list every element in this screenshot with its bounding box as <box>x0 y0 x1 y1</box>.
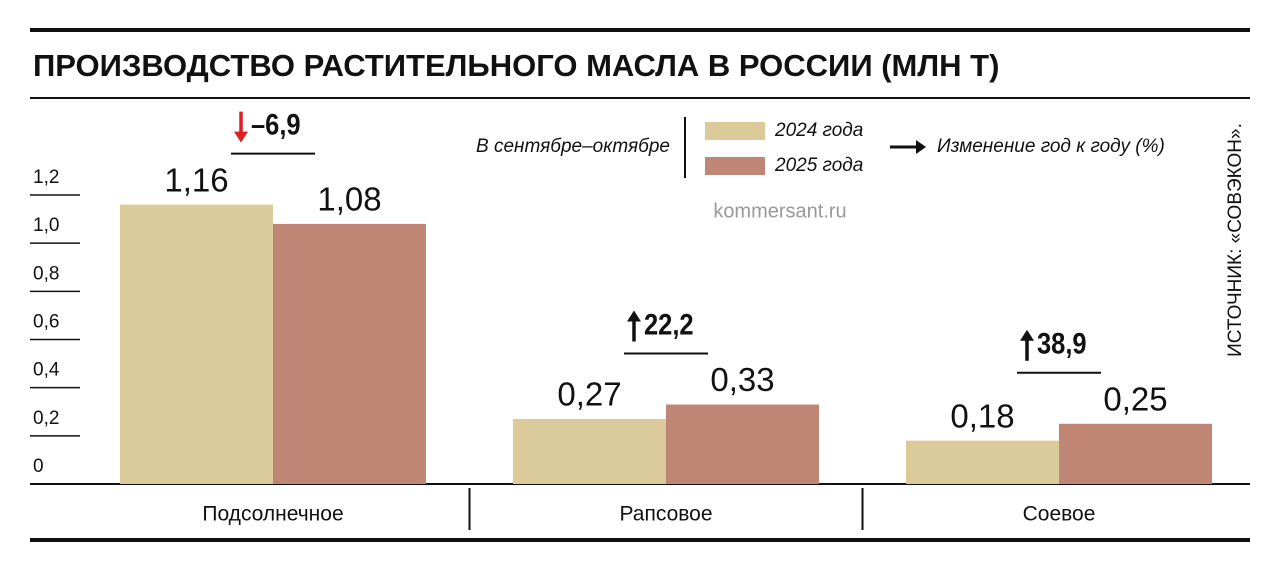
bar <box>513 418 666 484</box>
chart-title: ПРОИЗВОДСТВО РАСТИТЕЛЬНОГО МАСЛА В РОССИ… <box>33 48 999 83</box>
title-rule <box>30 97 1250 99</box>
legend-swatch <box>705 122 765 140</box>
legend-label: 2025 года <box>774 155 863 176</box>
y-tick-label: 0,8 <box>33 263 59 284</box>
bar <box>273 223 426 484</box>
x-tick-label: Рапсовое <box>619 503 712 526</box>
y-tick-label: 0,6 <box>33 312 59 333</box>
legend-swatch <box>705 157 765 175</box>
change-arrowhead <box>627 310 641 322</box>
bar <box>120 204 273 484</box>
x-tick-label: Соевое <box>1023 503 1096 526</box>
bottom-rule <box>30 538 1250 542</box>
y-tick-label: 0,4 <box>33 360 60 381</box>
change-note: Изменение год к году (%) <box>937 136 1165 157</box>
y-tick-label: 0,2 <box>33 408 59 429</box>
x-tick-label: Подсолнечное <box>202 503 343 526</box>
y-tick-label: 0 <box>33 456 44 477</box>
value-label: 1,16 <box>164 161 228 198</box>
bar <box>666 404 819 484</box>
change-arrowhead <box>234 131 248 143</box>
value-label: 0,33 <box>710 361 774 398</box>
change-label: 22,2 <box>644 308 694 341</box>
change-label: –6,9 <box>251 108 301 141</box>
value-label: 0,18 <box>950 397 1014 434</box>
y-tick-label: 1,2 <box>33 167 59 188</box>
bar <box>906 440 1059 484</box>
value-label: 0,25 <box>1103 381 1167 418</box>
legend-title: В сентябре–октябре <box>476 136 670 157</box>
note-arrowhead <box>916 140 926 154</box>
top-rule <box>30 28 1250 32</box>
source: ИСТОЧНИК: «СОВЭКОН». <box>1225 123 1246 357</box>
value-label: 0,27 <box>557 376 621 413</box>
y-tick-label: 1,0 <box>33 215 59 236</box>
bar <box>1059 423 1212 484</box>
watermark: kommersant.ru <box>713 200 846 222</box>
change-arrowhead <box>1020 329 1034 341</box>
legend-label: 2024 года <box>774 120 863 141</box>
value-label: 1,08 <box>317 181 381 218</box>
change-label: 38,9 <box>1037 327 1087 360</box>
